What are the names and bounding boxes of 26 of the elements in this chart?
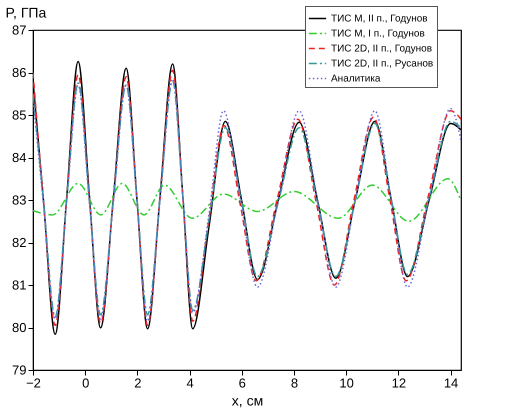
line-series bbox=[33, 178, 461, 222]
y-tick-label: 87 bbox=[12, 22, 26, 38]
y-tick-label: 79 bbox=[12, 362, 26, 378]
legend-label: ТИС 2D, II п., Годунов bbox=[331, 44, 432, 54]
legend-label: Аналитика bbox=[331, 74, 381, 84]
y-tick-label: 82 bbox=[12, 235, 26, 250]
y-tick-label: 81 bbox=[12, 278, 26, 292]
y-tick-label: 86 bbox=[12, 65, 26, 80]
y-tick-label: 83 bbox=[12, 192, 26, 208]
x-tick-label: 8 bbox=[290, 376, 298, 390]
x-tick-label: 10 bbox=[339, 376, 354, 390]
x-tick-label: 14 bbox=[444, 376, 458, 390]
y-tick-label: 84 bbox=[12, 150, 26, 165]
y-axis-title: P, ГПа bbox=[6, 4, 46, 20]
legend-label: ТИС М, I п., Годунов bbox=[331, 28, 425, 40]
y-tick-label: 85 bbox=[12, 108, 26, 122]
legend-label: ТИС 2D, II п., Русанов bbox=[331, 58, 434, 70]
x-axis-title: x, см bbox=[232, 392, 264, 408]
x-tick-label: 2 bbox=[134, 376, 142, 390]
legend-label: ТИС М, II п., Годунов bbox=[331, 14, 428, 24]
x-tick-label: 6 bbox=[238, 376, 246, 390]
x-tick-label: 0 bbox=[82, 376, 90, 390]
x-tick-label: −2 bbox=[26, 376, 41, 390]
y-tick-label: 80 bbox=[12, 320, 26, 335]
x-tick-label: 12 bbox=[392, 376, 406, 390]
x-tick-label: 4 bbox=[186, 376, 194, 390]
